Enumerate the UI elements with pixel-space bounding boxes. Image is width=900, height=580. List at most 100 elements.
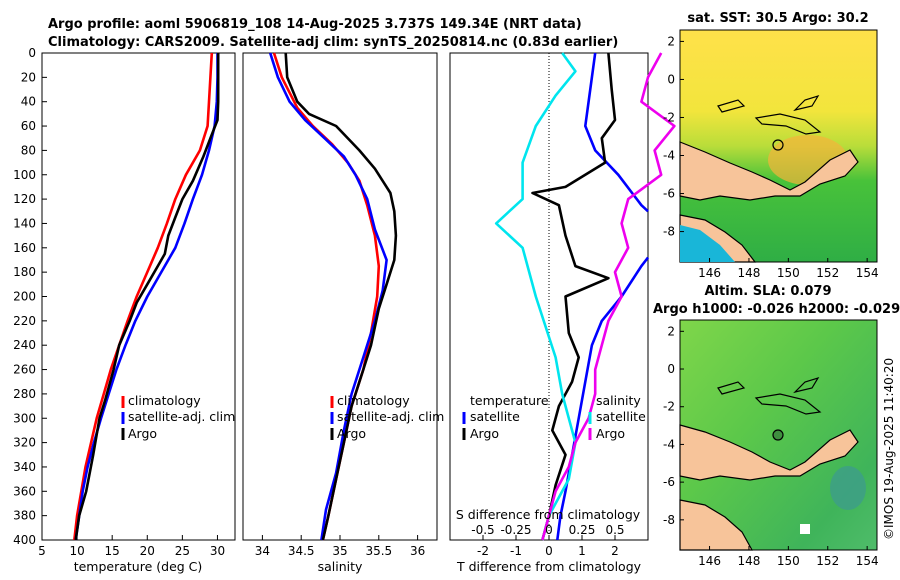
- salinity-series: [268, 52, 398, 541]
- depth-tick-label: 260: [13, 363, 36, 377]
- sla-map-title1: Altim. SLA: 0.079: [705, 284, 832, 299]
- sst-map: sat. SST: 30.5 Argo: 30.2 146 148: [663, 11, 879, 280]
- legend-satellite-label: satellite-adj. clim: [337, 409, 444, 424]
- sst-land-png: [679, 141, 859, 201]
- temperature-series: [73, 52, 220, 541]
- depth-tick-label: 60: [21, 119, 36, 133]
- legend-argo-label: Argo: [128, 426, 157, 441]
- map-y-tick-label: -8: [663, 225, 675, 239]
- difference-legend: temperature satellite Argo salinity sate…: [462, 393, 646, 441]
- difference-panel: -2 -1 0 1 2 -0.5 -0.25 0 0.25 0.5 S difference fr…: [449, 52, 676, 574]
- sst-map-title: sat. SST: 30.5 Argo: 30.2: [687, 11, 868, 26]
- salinity-x-ticks: 34 34.5 35 35.5 36: [255, 535, 425, 558]
- depth-tick-label: 140: [13, 216, 36, 230]
- map-x-tick-label: 150: [777, 554, 800, 568]
- legend-climatology-label: climatology: [337, 393, 410, 408]
- depth-tick-label: 0: [28, 46, 36, 60]
- x-tick-label: 2: [611, 544, 619, 558]
- map-y-tick-label: -6: [663, 187, 675, 201]
- map-y-tick-label: 0: [667, 72, 675, 86]
- x-tick-label: 34.5: [288, 544, 315, 558]
- s-difference-xlabel: S difference from climatology: [456, 507, 641, 522]
- x-tick-label: 25: [175, 544, 190, 558]
- depth-tick-label: 180: [13, 265, 36, 279]
- x-tick-label: 30: [210, 544, 225, 558]
- depth-tick-label: 240: [13, 338, 36, 352]
- sst-island: [793, 94, 820, 112]
- s-tick-label: 0: [545, 523, 553, 537]
- x-tick-label: 0: [545, 544, 553, 558]
- legend-satellite-label: satellite-adj. clim: [128, 409, 235, 424]
- depth-tick-label: 360: [13, 484, 36, 498]
- map-x-tick-label: 152: [816, 266, 839, 280]
- map-x-tick-label: 150: [777, 266, 800, 280]
- s-tick-label: -0.25: [500, 523, 531, 537]
- map-x-tick-label: 148: [737, 554, 760, 568]
- sst-island-newbritain: [754, 113, 822, 135]
- salinity-panel: 34 34.5 35 35.5 36 salinity climatology sate…: [242, 52, 444, 574]
- map-y-tick-label: -8: [663, 513, 675, 527]
- s-tick-label: 0.25: [569, 523, 596, 537]
- depth-tick-label: 120: [13, 192, 36, 206]
- series-t-argo: [531, 52, 617, 541]
- x-tick-label: 35: [332, 544, 347, 558]
- s-tick-label: -0.5: [471, 523, 494, 537]
- series-argo: [74, 53, 220, 541]
- argo-location-marker: [772, 139, 784, 151]
- sla-island: [717, 381, 746, 395]
- depth-tick-label: 40: [21, 95, 36, 109]
- map-x-tick-label: 152: [816, 554, 839, 568]
- temperature-panel: 0 20 40 60 80 100 120 140 160 180 200 220 240 260 280 3…: [13, 46, 455, 574]
- sst-island: [717, 99, 746, 113]
- x-tick-label: 10: [69, 544, 84, 558]
- map-x-tick-label: 148: [737, 266, 760, 280]
- depth-tick-label: 320: [13, 436, 36, 450]
- map-y-tick-label: -6: [663, 475, 675, 489]
- sla-island: [793, 376, 820, 394]
- salinity-legend: climatology satellite-adj. clim Argo: [330, 393, 444, 441]
- depth-axis-ticks: 0 20 40 60 80 100 120 140 160 180 200 220 240 260 280 3…: [13, 46, 455, 547]
- series-s-satellite: [494, 52, 577, 541]
- x-tick-label: 20: [140, 544, 155, 558]
- map-x-tick-label: 154: [856, 266, 879, 280]
- legend-climatology-label: climatology: [128, 393, 201, 408]
- x-tick-label: -2: [477, 544, 489, 558]
- map-y-tick-label: -4: [663, 149, 675, 163]
- map-x-tick-label: 154: [856, 554, 879, 568]
- sla-missing-data: [800, 524, 810, 534]
- map-y-tick-label: -2: [663, 400, 675, 414]
- x-tick-label: 5: [38, 544, 46, 558]
- series-argo: [284, 52, 398, 541]
- depth-tick-label: 400: [13, 533, 36, 547]
- depth-tick-label: 340: [13, 460, 36, 474]
- difference-series: [494, 52, 676, 541]
- depth-tick-label: 160: [13, 241, 36, 255]
- imos-credit: ©IMOS 19-Aug-2025 11:40:20: [882, 358, 896, 540]
- map-y-tick-label: -2: [663, 110, 675, 124]
- x-tick-label: -1: [510, 544, 522, 558]
- depth-tick-label: 80: [21, 143, 36, 157]
- t-difference-xlabel: T difference from climatology: [456, 559, 642, 574]
- sla-map: Altim. SLA: 0.079 Argo h1000: -0.026 h20…: [653, 284, 900, 568]
- figure-title-line1: Argo profile: aoml 5906819_108 14-Aug-20…: [48, 17, 582, 32]
- sla-land-australia: [679, 499, 754, 551]
- series-t-satellite: [583, 52, 649, 213]
- salinity-xlabel: salinity: [318, 559, 363, 574]
- sla-map-ticks: 146 148 150 152 154 2 0 -2 -4 -6 -8: [663, 324, 879, 568]
- map-x-tick-label: 146: [698, 266, 721, 280]
- sla-island-newbritain: [754, 393, 822, 415]
- legend-t-satellite-label: satellite: [470, 409, 520, 424]
- map-y-tick-label: 2: [667, 324, 675, 338]
- map-y-tick-label: 0: [667, 362, 675, 376]
- depth-tick-label: 200: [13, 290, 36, 304]
- temperature-xlabel: temperature (deg C): [74, 559, 203, 574]
- depth-tick-label: 100: [13, 168, 36, 182]
- depth-tick-label: 300: [13, 411, 36, 425]
- legend-argo-label: Argo: [337, 426, 366, 441]
- argo-location-marker: [772, 429, 784, 441]
- x-tick-label: 15: [105, 544, 120, 558]
- legend-temperature-heading: temperature: [470, 393, 549, 408]
- sst-map-ticks: 146 148 150 152 154 2 0 -2 -4 -6 -8: [663, 34, 879, 280]
- x-tick-label: 34: [255, 544, 270, 558]
